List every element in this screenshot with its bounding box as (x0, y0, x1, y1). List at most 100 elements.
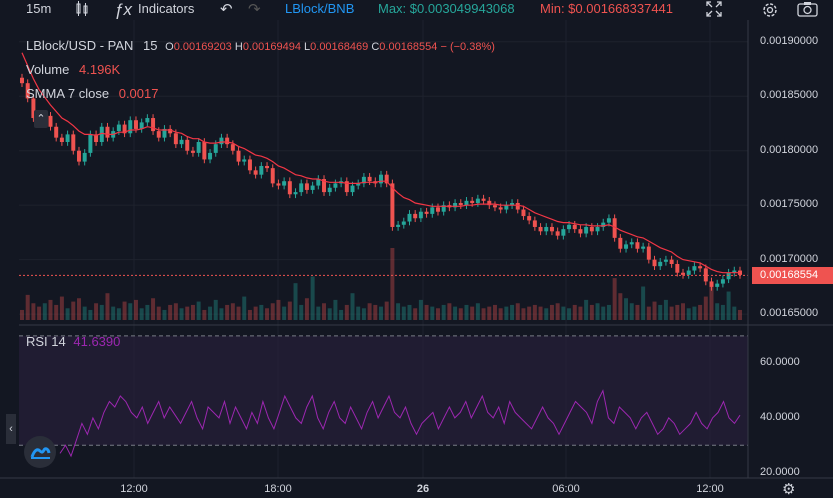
candle-body (333, 183, 338, 188)
interval-selector[interactable]: 15m (26, 1, 52, 16)
volume-bar (549, 304, 554, 320)
rsi-legend[interactable]: RSI 14 41.6390 (26, 334, 120, 349)
redo-icon[interactable]: ↷ (248, 1, 261, 18)
axis-settings-gear-icon[interactable]: ⚙ (782, 481, 796, 498)
volume-bar (538, 306, 543, 320)
volume-bar (287, 301, 292, 320)
candle-body (247, 159, 252, 171)
volume-bar (20, 309, 24, 320)
volume-bar (202, 309, 207, 320)
volume-bar (156, 306, 161, 320)
candle-body (299, 183, 304, 193)
volume-legend[interactable]: Volume 4.196K (26, 62, 120, 77)
candle-body (276, 183, 281, 186)
volume-bar (179, 308, 184, 320)
volume-bar (544, 308, 549, 320)
candle-body (458, 203, 463, 206)
h-label: H (234, 41, 243, 53)
volume-bar (532, 304, 537, 320)
fullscreen-icon[interactable] (706, 1, 722, 20)
volume-bar (48, 299, 53, 320)
candles-icon[interactable] (74, 1, 90, 20)
candle-body (179, 139, 184, 145)
volume-bar (396, 303, 401, 320)
volume-bar (510, 304, 515, 320)
candle-body (715, 283, 720, 287)
volume-bar (692, 306, 697, 320)
candle-body (601, 222, 606, 227)
candle-body (31, 98, 36, 119)
volume-bar (65, 308, 70, 320)
price-tick-label: 0.00180000 (760, 143, 819, 156)
max-price: Max: $0.003049943068 (378, 1, 515, 16)
volume-bar (25, 294, 30, 320)
volume-bar (151, 298, 156, 320)
candle-body (578, 229, 583, 234)
volume-bar (601, 306, 606, 320)
volume-bar (361, 308, 366, 320)
volume-bar (225, 304, 230, 320)
candle-body (686, 270, 691, 275)
volume-bar (253, 306, 258, 320)
candle-body (139, 122, 144, 129)
l-label: L (304, 41, 311, 53)
smma-legend[interactable]: SMMA 7 close 0.0017 (26, 86, 158, 101)
indicators-button[interactable]: Indicators (138, 1, 195, 16)
time-tick-label: 26 (416, 483, 430, 495)
volume-bar (54, 304, 59, 320)
volume-bar (738, 309, 742, 320)
volume-bar (646, 306, 651, 320)
candle-body (82, 152, 87, 162)
candle-body (327, 187, 332, 193)
volume-bar (173, 303, 178, 320)
tradingview-logo[interactable] (24, 436, 56, 468)
candle-body (25, 83, 30, 99)
volume-bar (407, 304, 412, 320)
undo-icon[interactable]: ↶ (220, 1, 233, 18)
candle-body (538, 226, 543, 232)
candle-body (481, 198, 486, 201)
candle-body (128, 120, 133, 134)
candle-body (567, 224, 572, 230)
candle-body (669, 259, 674, 264)
candle-body (76, 150, 81, 162)
candle-body (413, 213, 418, 219)
candle-body (396, 224, 401, 227)
candle-body (549, 226, 554, 232)
candle-body (48, 115, 53, 127)
candle-body (663, 259, 668, 262)
volume-bar (492, 304, 497, 320)
volume-bar (629, 303, 634, 320)
candle-body (584, 226, 589, 234)
pair-link[interactable]: LBlock/BNB (285, 1, 355, 16)
candle-body (624, 244, 629, 249)
gear-icon[interactable] (761, 1, 779, 22)
collapse-arrow-icon[interactable]: ⌃ (34, 110, 48, 128)
volume-bar (669, 306, 674, 320)
candle-body (361, 176, 366, 184)
volume-bar (270, 303, 275, 320)
camera-icon[interactable] (797, 1, 819, 20)
candle-body (265, 165, 270, 169)
candle-body (555, 231, 560, 236)
o-label: O (165, 41, 174, 53)
candle-body (492, 205, 497, 208)
side-toggle-icon[interactable]: ‹ (6, 414, 16, 444)
top-toolbar: 15m ƒx Indicators ↶ ↷ LBlock/BNB Max: $0… (0, 0, 833, 20)
volume-bar (470, 306, 475, 320)
indicators-icon[interactable]: ƒx (114, 0, 132, 19)
volume-bar (498, 308, 503, 320)
volume-bar (413, 308, 418, 320)
volume-bars (20, 248, 742, 320)
volume-bar (624, 298, 629, 320)
rsi-line (59, 389, 741, 458)
volume-bar (322, 303, 327, 320)
rsi-value: 41.6390 (73, 334, 121, 349)
volume-bar (464, 304, 469, 320)
candle-body (105, 126, 110, 138)
volume-bar (139, 308, 144, 320)
candle-body (561, 229, 566, 236)
volume-bar (339, 309, 344, 320)
candle-body (293, 192, 298, 195)
